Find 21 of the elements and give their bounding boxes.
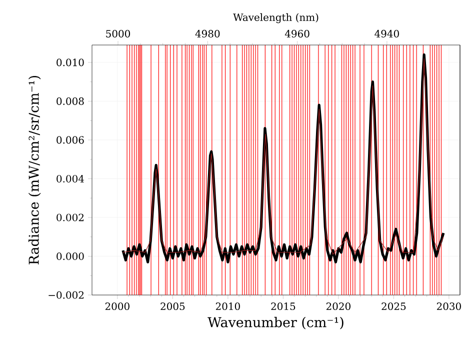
x-tick-label: 2000 — [105, 302, 130, 310]
y-tick-label: 0.002 — [56, 214, 84, 222]
y-tick-label: 0.008 — [56, 97, 84, 105]
x-tick-label: 2010 — [216, 302, 240, 310]
x-tick-label: 2030 — [436, 302, 461, 310]
y-tick-label: 0.000 — [56, 252, 84, 260]
x2-axis-title: Wavelength (nm) — [233, 13, 318, 24]
y-axis-title: Radiance (mW/cm²/sr/cm⁻¹) — [28, 76, 41, 264]
y-tick-label: −0.002 — [48, 291, 84, 299]
x2-tick-label: 5000 — [106, 30, 130, 38]
x-tick-label: 2025 — [382, 302, 406, 310]
x-tick-label: 2020 — [326, 302, 350, 310]
y-tick-label: 0.004 — [56, 174, 84, 182]
y-tick-label: 0.010 — [56, 58, 84, 66]
x-tick-label: 2005 — [160, 302, 185, 310]
y-tick-label: 0.006 — [56, 136, 84, 144]
x-tick-label: 2015 — [271, 302, 296, 310]
x-axis-title: Wavenumber (cm⁻¹) — [208, 316, 344, 330]
x2-tick-label: 4980 — [195, 30, 220, 38]
x2-tick-label: 4940 — [374, 30, 399, 38]
x2-tick-label: 4960 — [284, 30, 310, 38]
